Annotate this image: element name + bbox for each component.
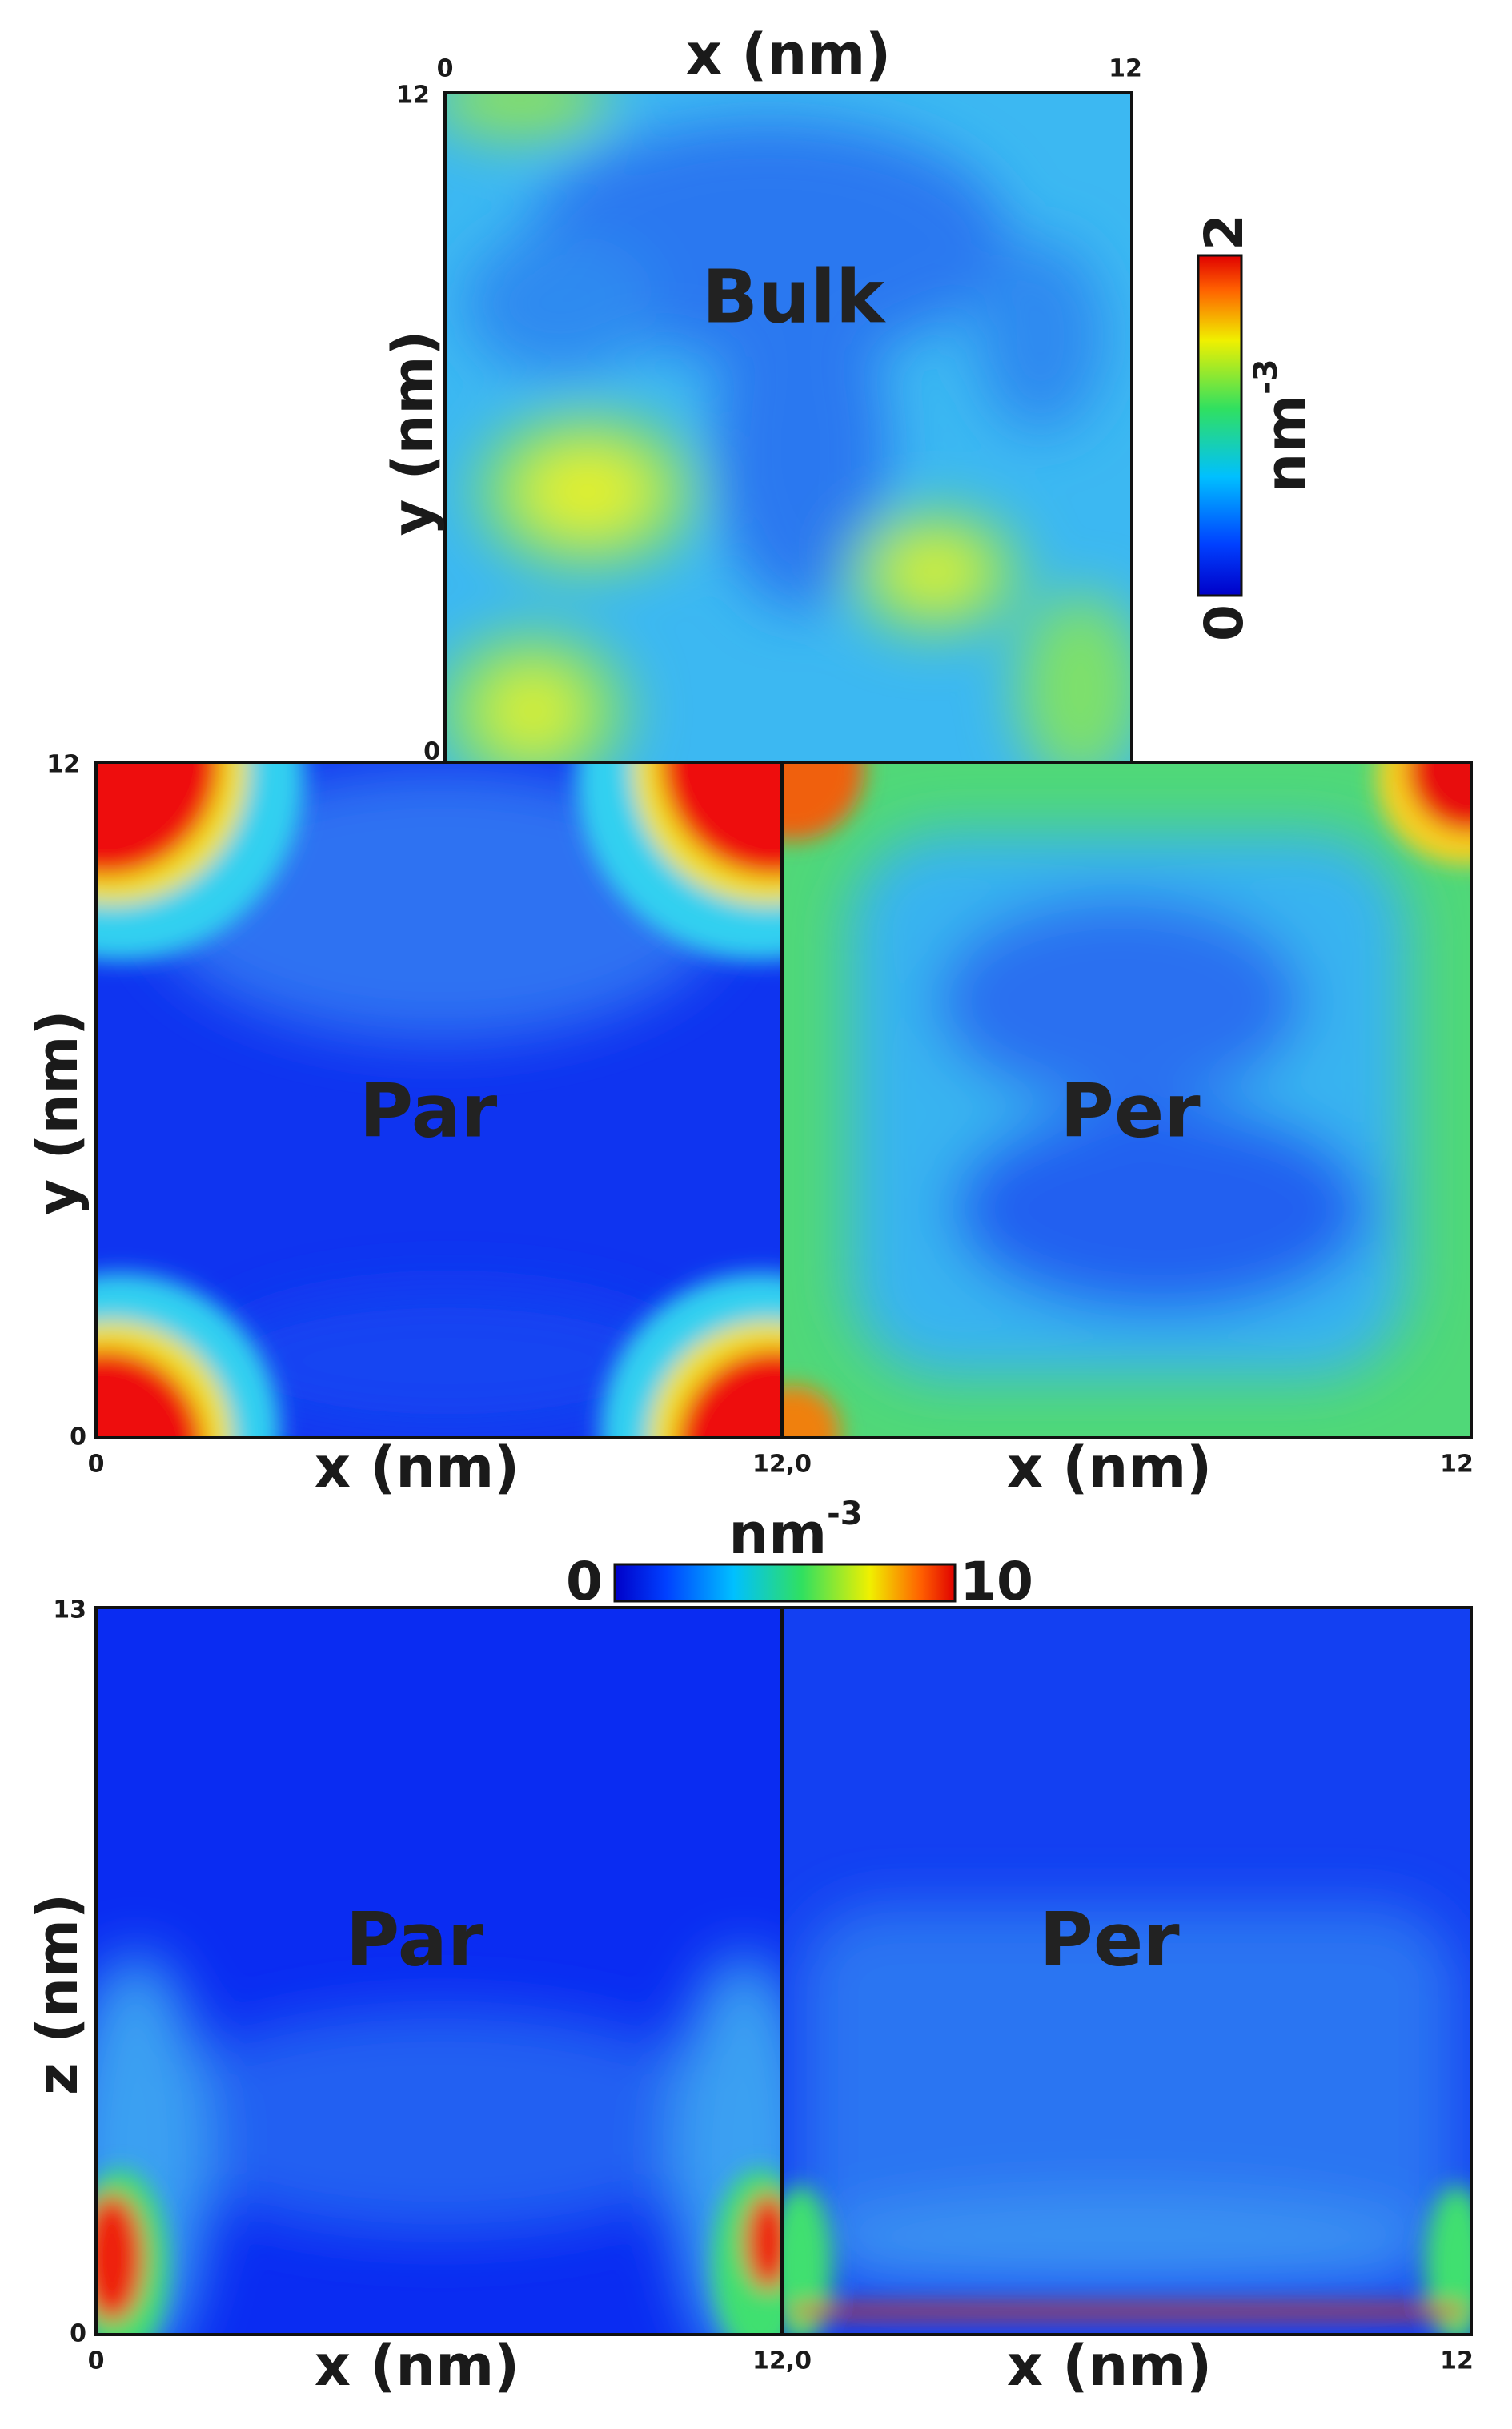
par-xy-heatmap: [96, 762, 782, 1438]
panel-label: Per: [1060, 1068, 1201, 1154]
y-axis-label: y (nm): [25, 1010, 90, 1216]
colorbar-max: 2: [1193, 214, 1255, 251]
z-axis-label: z (nm): [25, 1893, 90, 2095]
per-xy-frame: [780, 761, 1473, 1439]
per-xz-frame: [780, 1606, 1473, 2336]
bulk-heatmap: [445, 93, 1132, 762]
per-xy-heatmap: [782, 762, 1471, 1438]
colorbar-min: 0: [1193, 604, 1255, 641]
par-xz-heatmap: [96, 1608, 782, 2335]
y-tick-label: 12: [396, 82, 430, 110]
x-tick-label: 12: [1440, 1451, 1474, 1479]
x-tick-label: 0: [437, 55, 454, 83]
x-tick-label: 12,0: [752, 1451, 812, 1479]
x-tick-label: 0: [88, 2347, 105, 2375]
y-tick-label: 12: [46, 751, 80, 779]
x-axis-label: x (nm): [315, 2333, 519, 2399]
x-tick-label: 12,0: [752, 2347, 812, 2375]
panel-label: Par: [359, 1068, 498, 1154]
x-axis-label: x (nm): [315, 1435, 519, 1500]
panel-label: Bulk: [702, 254, 886, 339]
y-axis-label: y (nm): [380, 331, 446, 536]
x-tick-label: 12: [1109, 55, 1142, 83]
x-tick-label: 0: [88, 1451, 105, 1479]
per-xz-heatmap: [782, 1608, 1471, 2335]
x-axis-label: x (nm): [1007, 2333, 1212, 2399]
top-colorbar: [1197, 254, 1243, 597]
x-tick-label: 12: [1440, 2347, 1474, 2375]
y-tick-label: 0: [423, 738, 440, 766]
x-axis-label: x (nm): [1007, 1435, 1212, 1500]
z-tick-label: 13: [53, 1596, 86, 1624]
panel-label: Par: [346, 1897, 484, 1982]
colorbar-max: 10: [960, 1551, 1033, 1612]
y-tick-label: 0: [70, 1423, 86, 1451]
z-tick-label: 0: [70, 2320, 86, 2348]
panel-label: Per: [1039, 1897, 1180, 1982]
bottom-colorbar: [613, 1563, 957, 1603]
x-axis-label: x (nm): [686, 22, 891, 87]
colorbar-min: 0: [566, 1551, 603, 1612]
colorbar-unit: nm-3: [1248, 359, 1319, 492]
colorbar-unit: nm-3: [728, 1496, 862, 1567]
